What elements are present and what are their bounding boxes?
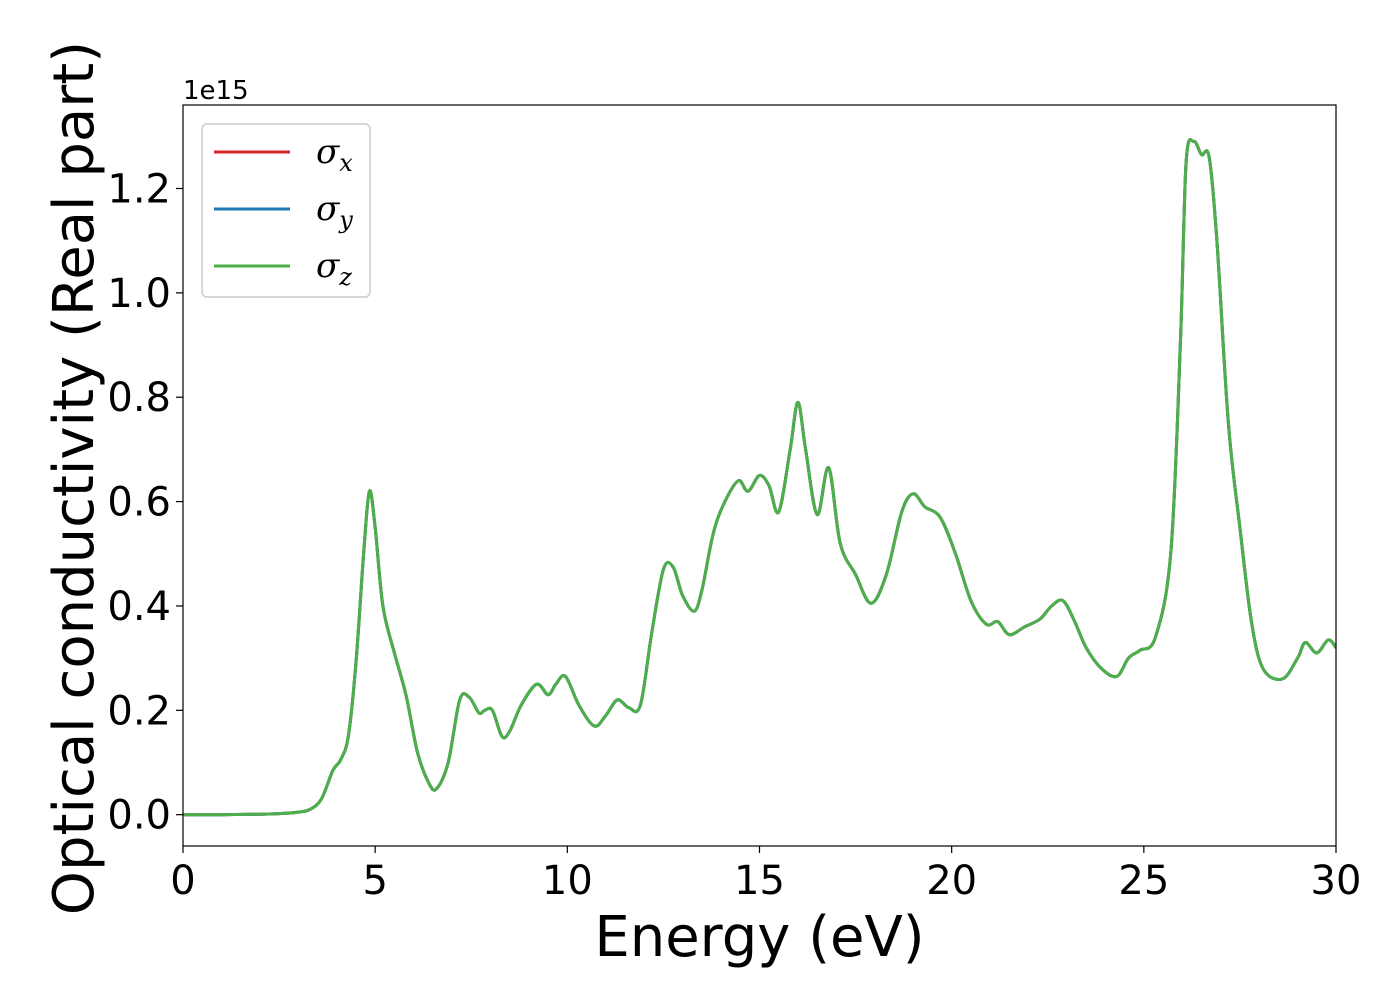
y-tick-label: 0.6 bbox=[107, 480, 171, 526]
x-tick-label: 30 bbox=[1311, 858, 1362, 904]
y-tick-label: 1.0 bbox=[107, 271, 171, 317]
x-tick-label: 10 bbox=[542, 858, 593, 904]
y-tick-label: 0.0 bbox=[107, 793, 171, 839]
x-tick-label: 25 bbox=[1118, 858, 1169, 904]
legend-label-y: σy bbox=[316, 189, 353, 234]
y-axis-label: Optical conductivity (Real part) bbox=[42, 41, 107, 915]
x-tick-label: 15 bbox=[734, 858, 785, 904]
legend-label-x: σx bbox=[316, 132, 353, 177]
plot-area bbox=[183, 138, 1336, 817]
y-axis: 0.0 0.2 0.4 0.6 0.8 1.0 1.2 bbox=[107, 166, 183, 839]
x-tick-label: 5 bbox=[362, 858, 387, 904]
series-line-z bbox=[183, 138, 1336, 817]
legend: σx σy σz bbox=[201, 123, 371, 298]
y-tick-label: 0.8 bbox=[107, 375, 171, 421]
x-tick-label: 0 bbox=[170, 858, 195, 904]
y-tick-label: 0.2 bbox=[107, 688, 171, 734]
legend-label-z: σz bbox=[316, 246, 352, 291]
y-tick-label: 0.4 bbox=[107, 584, 171, 630]
y-offset-label: 1e15 bbox=[183, 76, 249, 106]
y-tick-label: 1.2 bbox=[107, 166, 171, 212]
x-axis: 0 5 10 15 20 25 30 bbox=[170, 846, 1361, 904]
x-tick-label: 20 bbox=[926, 858, 977, 904]
x-axis-label: Energy (eV) bbox=[594, 905, 924, 970]
